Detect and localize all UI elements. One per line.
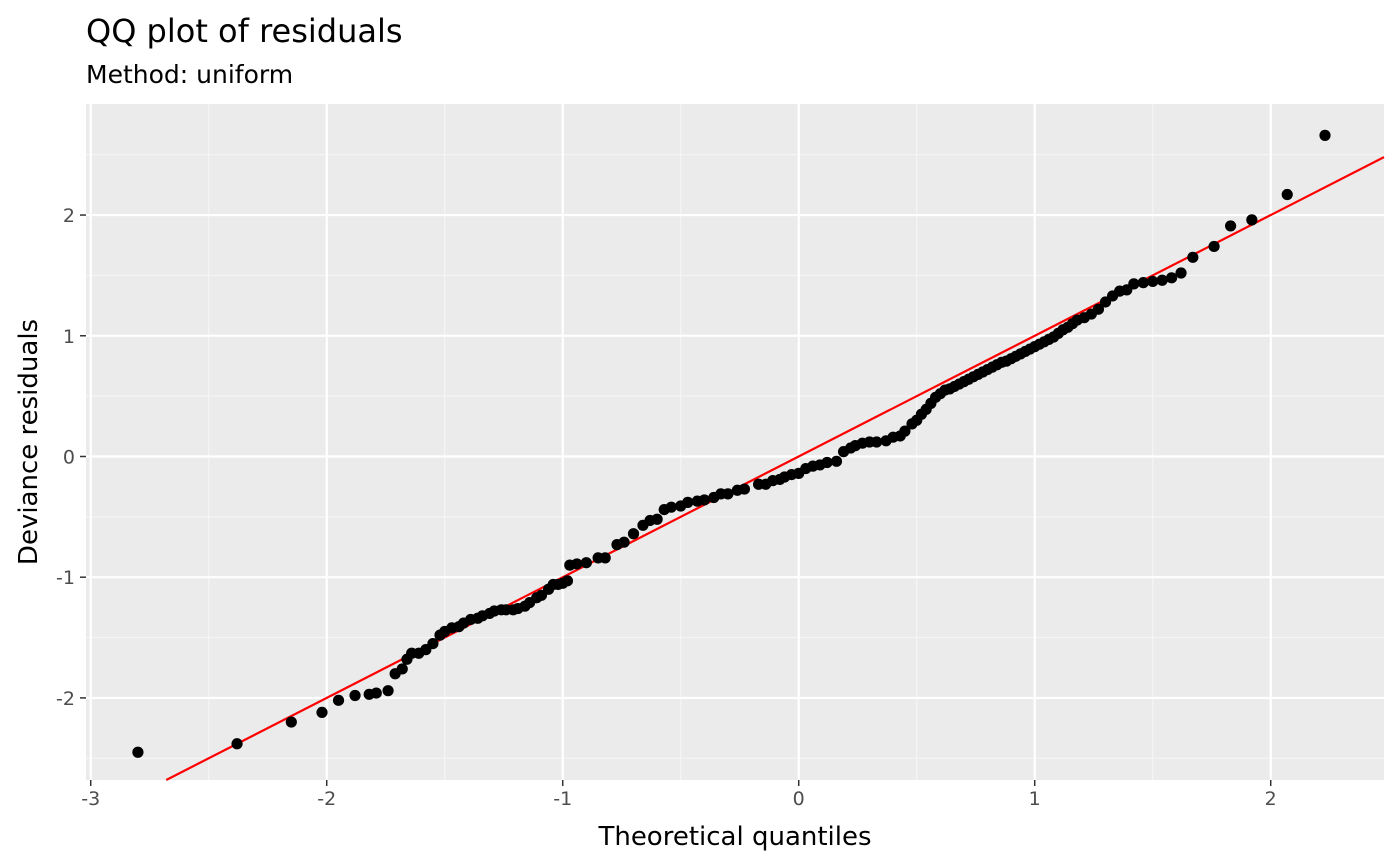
data-point xyxy=(580,557,592,569)
data-point xyxy=(427,637,439,650)
data-point xyxy=(1208,240,1220,253)
data-point xyxy=(698,494,710,506)
data-point xyxy=(370,687,382,699)
data-point xyxy=(821,456,833,469)
data-point xyxy=(1128,278,1140,290)
data-point xyxy=(382,685,394,697)
y-tick-label: 2 xyxy=(63,205,75,227)
x-tick-label: 0 xyxy=(793,788,805,810)
x-tick-label: -2 xyxy=(317,788,336,810)
data-point xyxy=(682,496,694,508)
data-point xyxy=(231,738,243,750)
data-point xyxy=(571,558,583,570)
x-tick-label: -1 xyxy=(553,788,572,810)
plot-panel xyxy=(86,104,1384,780)
data-point xyxy=(396,663,408,675)
data-point xyxy=(1187,251,1199,263)
y-tick-label: 1 xyxy=(63,326,75,348)
data-point xyxy=(722,488,734,500)
data-point xyxy=(332,694,345,706)
y-tick-label: -2 xyxy=(56,688,75,710)
y-axis-title: Deviance residuals xyxy=(14,319,44,565)
data-point xyxy=(316,706,328,719)
data-point xyxy=(561,575,574,587)
data-point xyxy=(1137,277,1149,289)
y-axis: -2 -1 0 1 2 xyxy=(56,205,86,710)
data-point xyxy=(899,425,911,437)
chart-title: QQ plot of residuals xyxy=(86,12,403,50)
x-tick-label: 2 xyxy=(1265,788,1277,810)
data-point xyxy=(1147,275,1159,288)
data-point xyxy=(830,455,843,467)
x-axis: -3 -2 -1 0 1 2 xyxy=(81,780,1277,810)
data-point xyxy=(1225,220,1237,232)
data-point xyxy=(618,536,630,548)
data-point xyxy=(665,501,677,513)
y-tick-label: 0 xyxy=(63,446,75,468)
major-grid xyxy=(86,104,1384,780)
data-point xyxy=(1319,129,1331,141)
data-point xyxy=(651,513,663,525)
data-point xyxy=(627,528,640,540)
data-point xyxy=(599,552,611,564)
reference-line xyxy=(165,156,1385,781)
x-tick-label: -3 xyxy=(81,788,100,810)
data-point xyxy=(349,689,361,702)
data-point xyxy=(1166,272,1178,284)
x-tick-label: 1 xyxy=(1029,788,1041,810)
data-points xyxy=(132,129,1331,758)
data-point xyxy=(1156,274,1168,286)
data-point xyxy=(1246,214,1258,226)
data-point xyxy=(738,483,751,495)
data-point xyxy=(1175,267,1187,279)
data-point xyxy=(871,436,883,448)
chart-subtitle: Method: uniform xyxy=(86,60,293,89)
data-point xyxy=(1281,188,1293,201)
data-point xyxy=(1092,303,1105,315)
data-point xyxy=(132,746,144,758)
data-point xyxy=(285,716,297,728)
x-axis-title: Theoretical quantiles xyxy=(597,822,871,852)
y-tick-label: -1 xyxy=(56,567,75,589)
